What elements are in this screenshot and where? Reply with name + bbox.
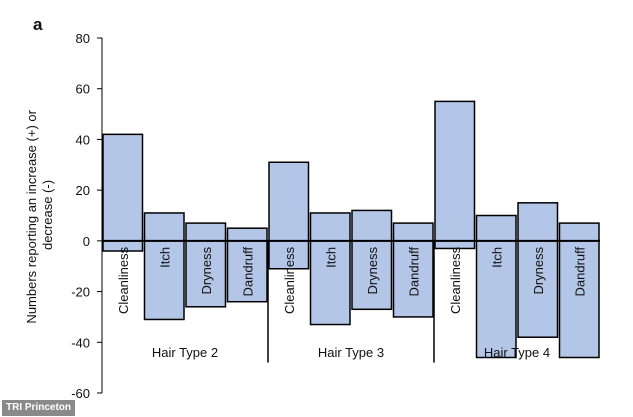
bar-increase (392, 222, 434, 242)
bar-increase (558, 222, 600, 242)
y-tick-label: -20 (71, 285, 90, 300)
bar-decrease (392, 240, 434, 318)
category-label: Cleanliness (116, 246, 131, 314)
category-label: Itch (323, 247, 338, 268)
bar-increase (475, 214, 517, 242)
category-label: Cleanliness (282, 246, 297, 314)
category-label: Cleanliness (448, 246, 463, 314)
bar-increase (434, 100, 476, 242)
category-label: Dryness (365, 246, 380, 294)
y-tick-label: 0 (83, 234, 90, 249)
bar-decrease (143, 240, 185, 321)
category-label: Dryness (199, 246, 214, 294)
y-tick-label: -40 (71, 335, 90, 350)
category-label: Dandruff (240, 246, 255, 296)
group-label: Hair Type 4 (484, 345, 550, 360)
bar-increase (268, 161, 310, 242)
y-tick-label: 20 (76, 183, 90, 198)
bar-decrease (351, 240, 393, 311)
y-axis-label: Numbers reporting an increase (+) or dec… (24, 106, 55, 323)
bar-increase (309, 212, 351, 242)
group-label: Hair Type 3 (318, 345, 384, 360)
bar-decrease (558, 240, 600, 359)
category-label: Dandruff (572, 246, 587, 296)
category-label: Itch (157, 247, 172, 268)
category-label: Itch (489, 247, 504, 268)
y-tick-label: -60 (71, 386, 90, 401)
bar-increase (143, 212, 185, 242)
panel-label: a (33, 15, 43, 34)
bar-increase (185, 222, 227, 242)
bar-increase (351, 209, 393, 242)
y-tick-label: 80 (76, 31, 90, 46)
category-label: Dryness (531, 246, 546, 294)
y-tick-label: 40 (76, 132, 90, 147)
category-label: Dandruff (406, 246, 421, 296)
bar-decrease (226, 240, 268, 303)
bar-increase (517, 202, 559, 242)
bar-increase (102, 133, 144, 242)
y-tick-label: 60 (76, 82, 90, 97)
credit-badge: TRI Princeton (2, 400, 76, 416)
bar-decrease (268, 240, 310, 270)
bar-increase (226, 227, 268, 242)
group-label: Hair Type 2 (152, 345, 218, 360)
bar-decrease (517, 240, 559, 338)
